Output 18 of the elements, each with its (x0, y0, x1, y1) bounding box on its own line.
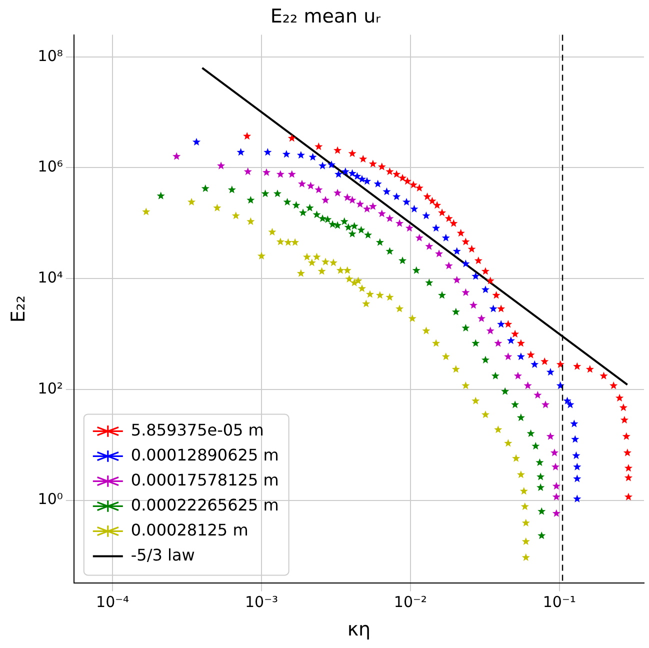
x-axis-title: κη (347, 618, 371, 641)
y-tick-label: 10² (38, 379, 63, 398)
legend-label: 5.859375e-05 m (130, 420, 264, 440)
chart-title: E₂₂ mean uᵣ (270, 5, 381, 28)
legend-label: 0.00028125 m (130, 520, 248, 540)
y-tick-label: 10⁰ (38, 490, 63, 508)
legend-label: 0.00022265625 m (130, 495, 279, 514)
x-tick-label: 10⁻³ (244, 593, 278, 612)
legend-label: -5/3 law (130, 545, 195, 564)
y-tick-label: 10⁴ (38, 268, 63, 286)
legend-label: 0.00017578125 m (130, 470, 279, 490)
y-tick-label: 10⁸ (38, 46, 63, 65)
legend-label: 0.00012890625 m (130, 445, 279, 464)
y-tick-label: 10⁶ (38, 158, 63, 176)
x-tick-label: 10⁻¹ (542, 593, 576, 612)
x-tick-label: 10⁻² (394, 593, 427, 612)
y-axis-title: E₂₂ (7, 295, 30, 323)
x-tick-label: 10⁻⁴ (96, 593, 130, 612)
